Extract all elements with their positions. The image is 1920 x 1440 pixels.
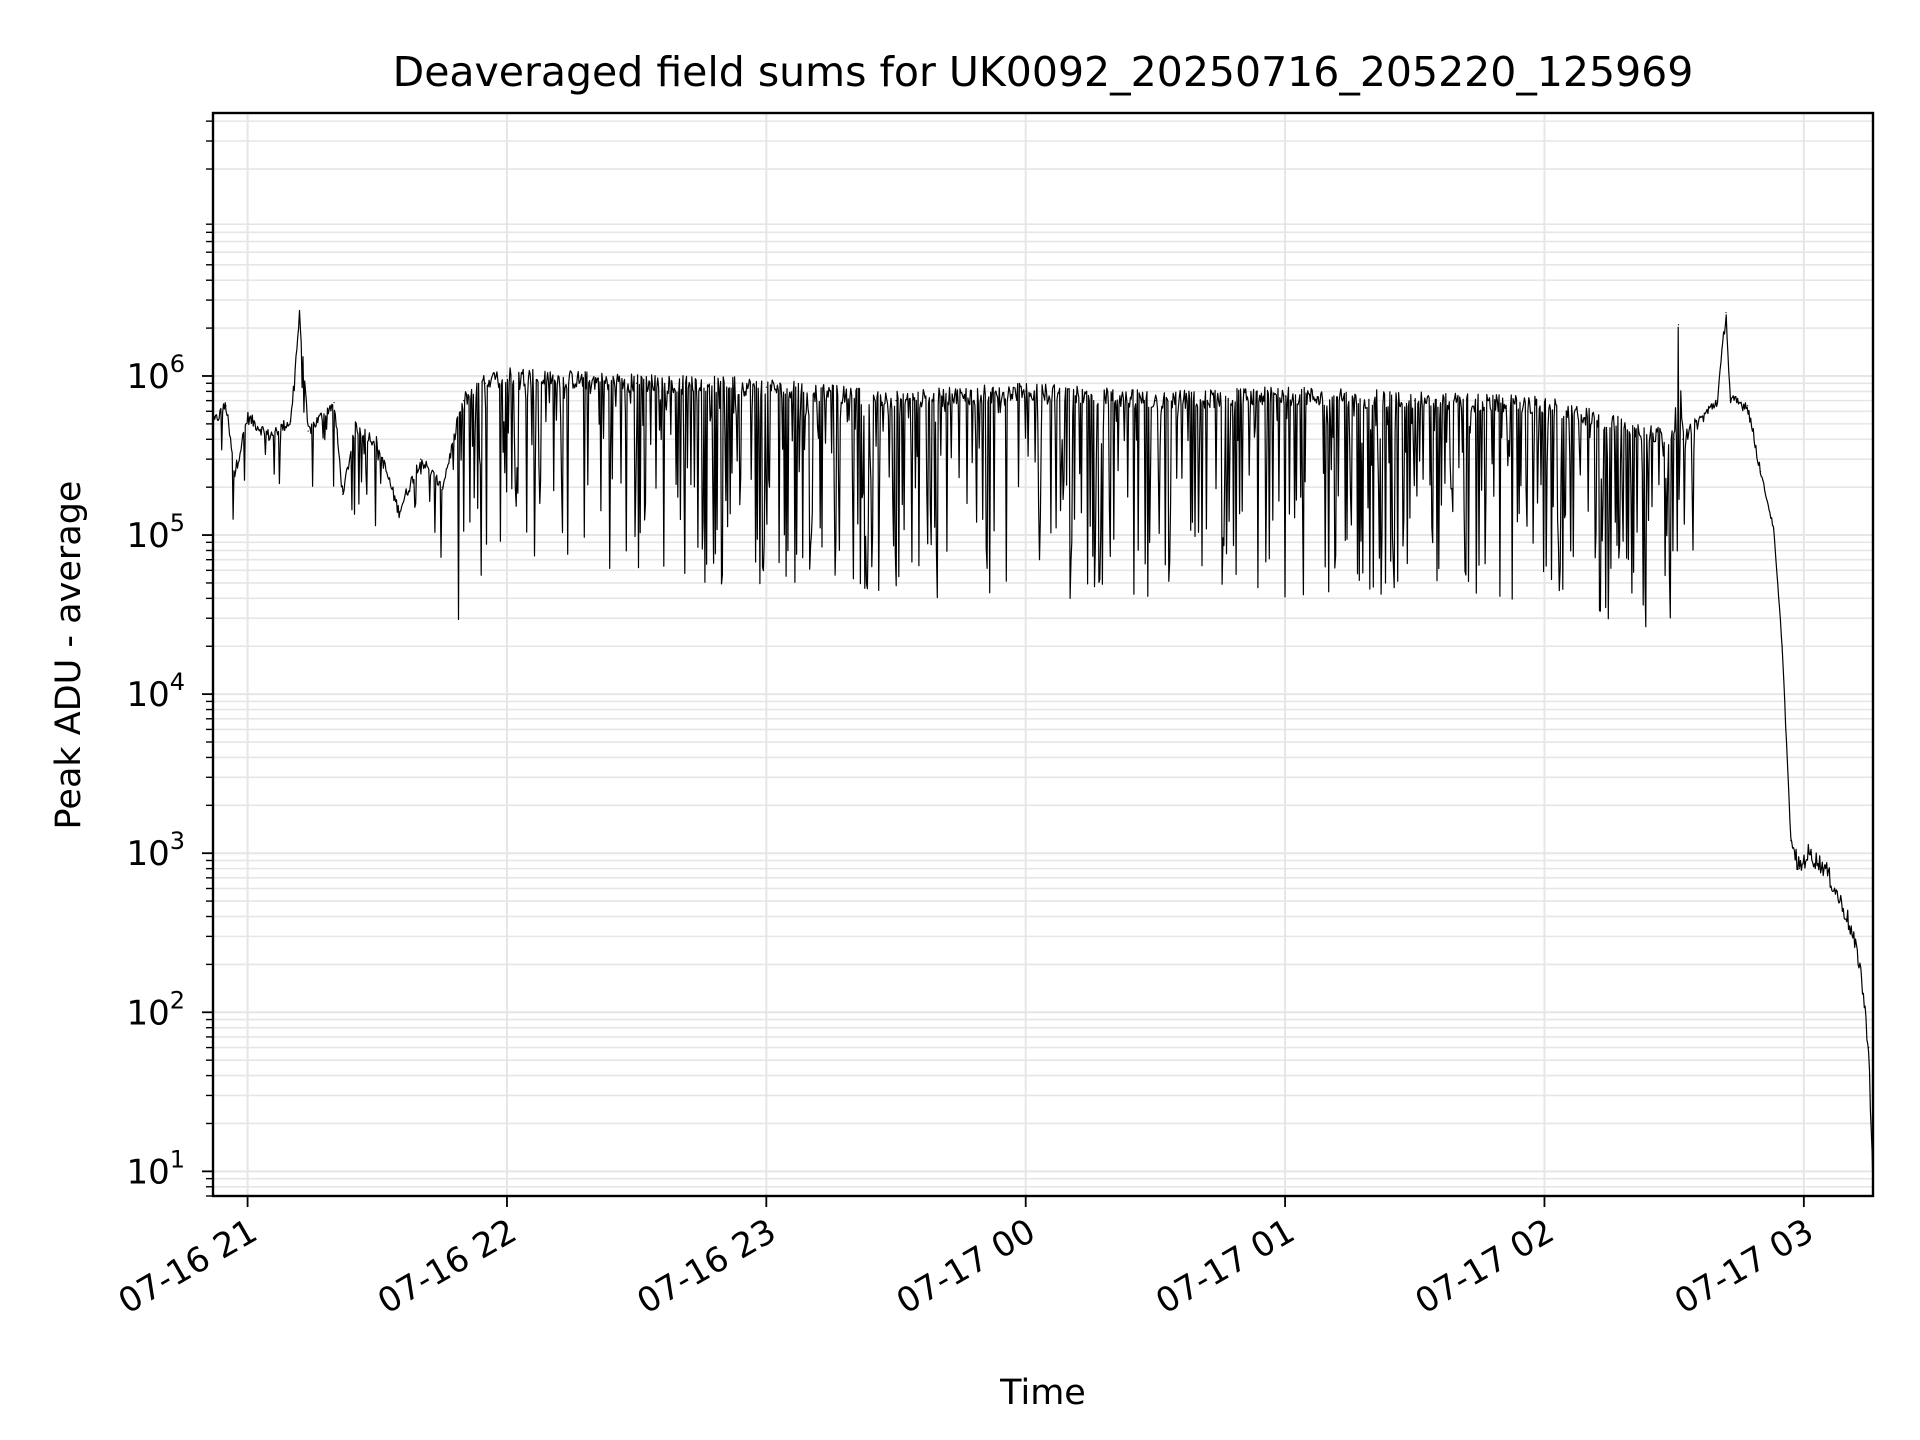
data-point xyxy=(1807,852,1809,854)
data-point xyxy=(1798,868,1801,870)
data-point xyxy=(1543,405,1546,407)
data-point xyxy=(398,511,400,513)
data-point xyxy=(441,486,443,488)
x-tick-label: 07-16 22 xyxy=(371,1211,523,1322)
data-point xyxy=(1846,915,1848,918)
y-tick-base: 10 xyxy=(126,1152,169,1192)
data-point xyxy=(290,420,292,422)
data-point xyxy=(419,458,422,460)
data-point xyxy=(1154,400,1156,402)
data-point xyxy=(268,435,270,437)
y-tick-exponent: 5 xyxy=(170,509,185,537)
x-tick-label: 07-17 03 xyxy=(1668,1211,1820,1322)
data-point xyxy=(246,416,249,418)
y-tick-label: 106 xyxy=(126,350,185,397)
data-point xyxy=(1747,405,1749,407)
x-tick-label: 07-17 01 xyxy=(1149,1211,1301,1322)
y-tick-label: 102 xyxy=(126,986,185,1033)
data-point xyxy=(1859,963,1861,965)
data-point xyxy=(1781,645,1783,647)
data-point xyxy=(506,375,508,377)
x-tick-label: 07-17 02 xyxy=(1409,1211,1561,1322)
data-point xyxy=(1760,471,1762,473)
y-tick-label: 104 xyxy=(126,668,185,715)
data-point xyxy=(484,382,486,384)
data-point xyxy=(1673,438,1675,440)
y-tick-base: 10 xyxy=(126,993,169,1033)
series-layer xyxy=(212,309,1874,1189)
data-point xyxy=(307,430,309,432)
y-tick-base: 10 xyxy=(126,834,169,874)
x-tick-label: 07-16 21 xyxy=(112,1211,264,1322)
y-tick-base: 10 xyxy=(126,357,169,397)
x-tick-labels: 07-16 21 07-16 22 07-16 23 07-17 00 07-17 01… xyxy=(112,1211,1821,1322)
data-point xyxy=(225,405,227,407)
grid-minor xyxy=(213,120,1873,1197)
x-tick-label: 07-17 00 xyxy=(890,1211,1042,1322)
data-point xyxy=(463,400,465,402)
data-point xyxy=(1824,868,1827,870)
y-tick-exponent: 3 xyxy=(170,827,185,855)
y-axis-label: Peak ADU - average xyxy=(49,481,89,830)
y-tick-exponent: 6 xyxy=(170,350,185,378)
data-point xyxy=(636,382,638,384)
data-point xyxy=(234,473,236,476)
data-point xyxy=(355,426,357,428)
data-point xyxy=(895,400,897,402)
grid-major xyxy=(213,113,1873,1196)
y-tick-exponent: 1 xyxy=(170,1145,185,1173)
data-point xyxy=(1682,438,1684,440)
x-tick-label: 07-16 23 xyxy=(630,1211,782,1322)
y-tick-base: 10 xyxy=(126,675,169,715)
data-point xyxy=(1772,527,1775,530)
data-point xyxy=(1025,390,1027,393)
x-axis-label: Time xyxy=(999,1373,1086,1413)
data-point xyxy=(1790,840,1792,842)
data-point xyxy=(1677,324,1680,326)
series-line xyxy=(212,309,1874,1189)
chart-title: Deaveraged field sums for UK0092_2025071… xyxy=(393,48,1694,96)
y-tick-label: 105 xyxy=(126,509,185,556)
axis-ticks xyxy=(202,120,1805,1207)
data-point xyxy=(333,402,335,404)
y-tick-label: 101 xyxy=(126,1145,185,1192)
y-tick-label: 103 xyxy=(126,827,185,874)
y-tick-base: 10 xyxy=(126,516,169,556)
data-point xyxy=(376,442,378,444)
data-point xyxy=(1729,400,1731,402)
data-point xyxy=(298,314,301,317)
data-point xyxy=(1414,400,1416,402)
plot-frame xyxy=(211,111,1875,1198)
y-tick-exponent: 4 xyxy=(170,668,185,696)
data-point xyxy=(1284,395,1286,397)
data-point xyxy=(1725,312,1727,314)
data-point xyxy=(765,386,767,388)
y-tick-exponent: 2 xyxy=(170,986,185,1014)
data-point xyxy=(1716,400,1718,402)
data-point xyxy=(342,493,344,496)
data-point xyxy=(1868,1046,1870,1049)
